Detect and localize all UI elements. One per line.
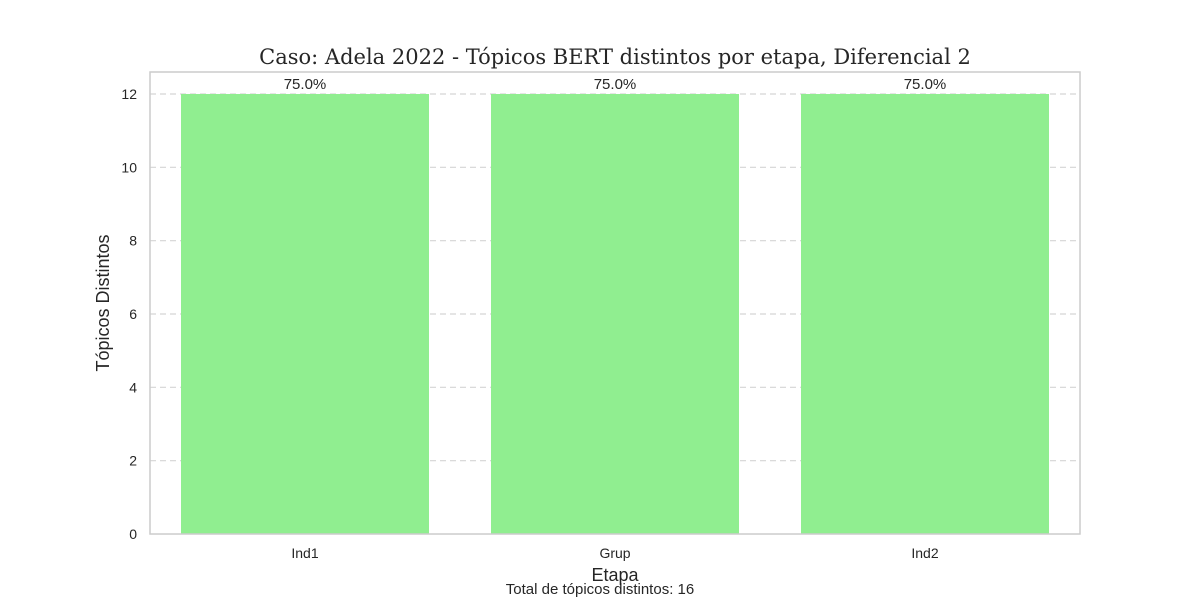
y-tick-label: 2 bbox=[129, 453, 137, 469]
x-axis-label: Etapa bbox=[591, 565, 639, 585]
x-tick-labels: Ind1 Grup Ind2 bbox=[291, 545, 938, 561]
x-tick-label: Ind2 bbox=[911, 545, 938, 561]
bar bbox=[491, 94, 739, 534]
bars bbox=[181, 94, 1049, 534]
bar bbox=[801, 94, 1049, 534]
x-tick-label: Grup bbox=[599, 545, 630, 561]
x-tick-label: Ind1 bbox=[291, 545, 318, 561]
bar-data-label: 75.0% bbox=[594, 76, 637, 93]
bar-data-label: 75.0% bbox=[284, 76, 327, 93]
y-tick-label: 12 bbox=[121, 86, 137, 102]
y-tick-label: 8 bbox=[129, 233, 137, 249]
chart-title: Caso: Adela 2022 - Tópicos BERT distinto… bbox=[259, 45, 971, 69]
y-tick-label: 4 bbox=[129, 379, 137, 395]
y-tick-label: 6 bbox=[129, 306, 137, 322]
bar-data-label: 75.0% bbox=[904, 76, 947, 93]
data-labels: 75.0% 75.0% 75.0% bbox=[284, 76, 947, 93]
y-tick-label: 10 bbox=[121, 159, 137, 175]
y-axis-label: Tópicos Distintos bbox=[93, 234, 113, 371]
total-topics-footnote: Total de tópicos distintos: 16 bbox=[506, 581, 694, 598]
y-tick-label: 0 bbox=[129, 526, 137, 542]
y-tick-labels: 0 2 4 6 8 10 12 bbox=[121, 86, 137, 542]
bar bbox=[181, 94, 429, 534]
plot-frame bbox=[149, 71, 1081, 535]
